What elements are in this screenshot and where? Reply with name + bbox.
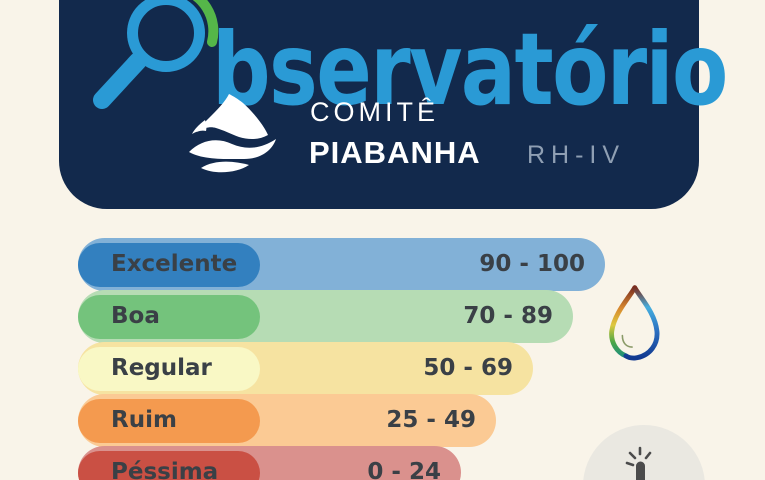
scale-range: 25 - 49 <box>386 407 476 433</box>
scale-row-regular[interactable]: Regular 50 - 69 <box>78 342 533 395</box>
scale-label-pill: Regular <box>78 346 260 391</box>
scale-range: 90 - 100 <box>479 251 585 277</box>
scale-label: Péssima <box>111 459 219 480</box>
scale-range: 70 - 89 <box>463 303 553 329</box>
region-code: RH-IV <box>527 141 626 169</box>
scale-label: Boa <box>111 303 160 329</box>
scale-row-excelente[interactable]: Excelente 90 - 100 <box>78 238 605 291</box>
scale-label-pill: Excelente <box>78 242 260 287</box>
scale-range: 50 - 69 <box>423 355 513 381</box>
scale-row-pessima[interactable]: Péssima 0 - 24 <box>78 446 461 480</box>
scale-label: Excelente <box>111 251 238 277</box>
scale-label-pill: Ruim <box>78 398 260 443</box>
scale-label: Regular <box>111 355 212 381</box>
scale-row-ruim[interactable]: Ruim 25 - 49 <box>78 394 496 447</box>
scale-row-boa[interactable]: Boa 70 - 89 <box>78 290 573 343</box>
rainbow-water-drop-icon <box>609 285 660 361</box>
org-name-line1: COMITÊ <box>310 97 439 127</box>
org-name-line2: PIABANHA <box>309 135 481 170</box>
comite-piabanha-logo-icon <box>189 94 276 173</box>
app-title: bservatório <box>212 11 728 128</box>
scale-label-pill: Boa <box>78 294 260 339</box>
scale-label-pill: Péssima <box>78 450 260 480</box>
scale-range: 0 - 24 <box>367 459 441 480</box>
tap-hand-icon[interactable] <box>583 425 705 480</box>
scale-label: Ruim <box>111 407 177 433</box>
